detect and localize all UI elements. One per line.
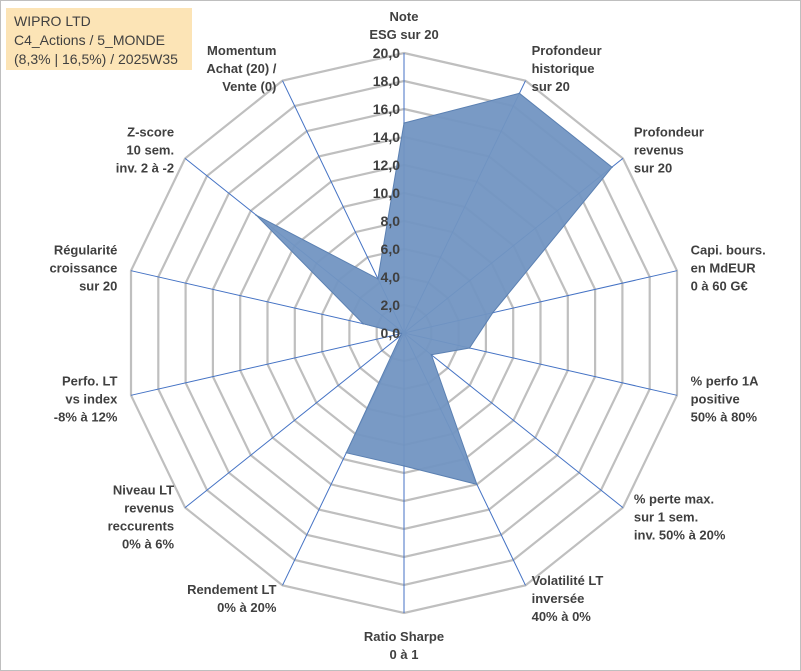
axis-label: Profondeur revenus sur 20: [634, 125, 704, 176]
series-area: [255, 92, 613, 486]
radar-series: [255, 92, 613, 486]
axis-label-line: 0% à 20%: [217, 600, 277, 615]
axis-label-line: historique: [532, 61, 595, 76]
axis-label: Capi. bours. en MdEUR 0 à 60 G€: [691, 243, 766, 294]
data-point: [518, 92, 521, 95]
data-point: [468, 347, 471, 349]
data-point: [377, 278, 379, 280]
tick-label: 2,0: [381, 297, 401, 313]
axis-label-line: Note: [390, 9, 419, 24]
tick-label: 14,0: [373, 129, 400, 145]
axis-label-line: Ratio Sharpe: [364, 629, 444, 644]
tick-label: 6,0: [381, 241, 401, 257]
data-point: [403, 465, 405, 467]
axis-label-line: Rendement LT: [187, 582, 276, 597]
axis-label: Rendement LT 0% à 20%: [187, 582, 277, 615]
data-point: [491, 312, 494, 314]
axis-label-line: vs index: [65, 391, 118, 406]
data-point: [476, 483, 478, 486]
axis-label-line: revenus: [634, 143, 684, 158]
tick-label: 10,0: [373, 185, 400, 201]
axis-label-line: Profondeur: [634, 125, 704, 140]
tick-label: 16,0: [373, 101, 400, 117]
data-point: [611, 166, 613, 168]
radial-tick-labels: 0,0 2,0 4,0 6,0 8,0 10,0 12,0 14,0 16,0 18,0 20,0: [373, 45, 400, 341]
axis-label: % perfo 1A positive 50% à 80%: [691, 373, 760, 424]
axis-label: Z-score 10 sem. inv. 2 à -2: [116, 125, 174, 176]
tick-label: 4,0: [381, 269, 401, 285]
axis-label-line: Z-score: [127, 125, 174, 140]
axis-label-line: % perfo 1A: [691, 373, 760, 388]
data-point: [399, 334, 402, 337]
axis-label: Note ESG sur 20: [369, 9, 438, 42]
axis-label-line: sur 20: [634, 161, 672, 176]
axis-label-line: Profondeur: [532, 43, 602, 58]
axis-label-line: 10 sem.: [126, 143, 174, 158]
spoke-line: [130, 332, 405, 396]
tick-label: 0,0: [381, 325, 401, 341]
axis-label-line: reccurents: [108, 518, 174, 533]
tick-label: 20,0: [373, 45, 400, 61]
spoke-line: [184, 332, 405, 508]
axis-label-line: revenus: [124, 500, 174, 515]
axis-label-line: ESG sur 20: [369, 27, 438, 42]
axis-label: Volatilité LT inversée 40% à 0%: [532, 573, 604, 624]
axis-label-line: en MdEUR: [691, 261, 757, 276]
axis-label-line: croissance: [49, 261, 117, 276]
info-box: WIPRO LTD C4_Actions / 5_MONDE (8,3% | 1…: [6, 8, 192, 70]
data-point: [400, 332, 403, 335]
axis-label-line: 0 à 60 G€: [691, 279, 748, 294]
rates-week-line: (8,3% | 16,5%) / 2025W35: [14, 51, 178, 67]
axis-label: Niveau LT revenus reccurents 0% à 6%: [108, 482, 175, 551]
axis-label-line: Capi. bours.: [691, 243, 766, 258]
axis-label-line: 0% à 6%: [122, 536, 174, 551]
axis-label-line: inv. 50% à 20%: [634, 527, 726, 542]
axis-label-line: Perfo. LT: [62, 373, 117, 388]
axis-label-line: inv. 2 à -2: [116, 161, 174, 176]
axis-label-line: 40% à 0%: [532, 609, 592, 624]
axis-label: Régularité croissance sur 20: [49, 243, 117, 294]
company-name: WIPRO LTD: [14, 13, 91, 29]
axis-labels: Note ESG sur 20 Profondeur historique sur 20…: [49, 9, 765, 662]
axis-label-line: Niveau LT: [113, 482, 174, 497]
axis-label: Profondeur historique sur 20: [532, 43, 602, 94]
axis-label-line: inversée: [532, 591, 585, 606]
spoke-line: [403, 332, 624, 508]
data-point: [345, 452, 348, 454]
data-point: [255, 214, 257, 216]
tick-label: 12,0: [373, 157, 400, 173]
data-point: [430, 354, 433, 356]
axis-label-line: sur 20: [79, 279, 117, 294]
tick-label: 8,0: [381, 213, 401, 229]
axis-label-line: Régularité: [54, 243, 118, 258]
spoke-line: [130, 270, 405, 334]
category-line: C4_Actions / 5_MONDE: [14, 32, 165, 48]
axis-label-line: 0 à 1: [390, 647, 419, 662]
axis-label-line: positive: [691, 391, 740, 406]
axis-label-line: sur 1 sem.: [634, 509, 698, 524]
axis-label: Ratio Sharpe 0 à 1: [364, 629, 444, 662]
axis-label: Momentum Achat (20) / Vente (0): [206, 43, 276, 94]
data-point: [362, 322, 364, 325]
axis-label-line: -8% à 12%: [54, 409, 118, 424]
axis-label-line: Achat (20) /: [206, 61, 276, 76]
axis-label-line: % perte max.: [634, 491, 714, 506]
axis-label: % perte max. sur 1 sem. inv. 50% à 20%: [634, 491, 726, 542]
axis-label-line: Vente (0): [222, 79, 276, 94]
tick-label: 18,0: [373, 73, 400, 89]
data-point: [403, 122, 405, 124]
axis-label-line: 50% à 80%: [691, 409, 758, 424]
axis-label-line: sur 20: [532, 79, 570, 94]
axis-label-line: Volatilité LT: [532, 573, 604, 588]
axis-label: Perfo. LT vs index -8% à 12%: [54, 373, 118, 424]
axis-label-line: Momentum: [207, 43, 276, 58]
